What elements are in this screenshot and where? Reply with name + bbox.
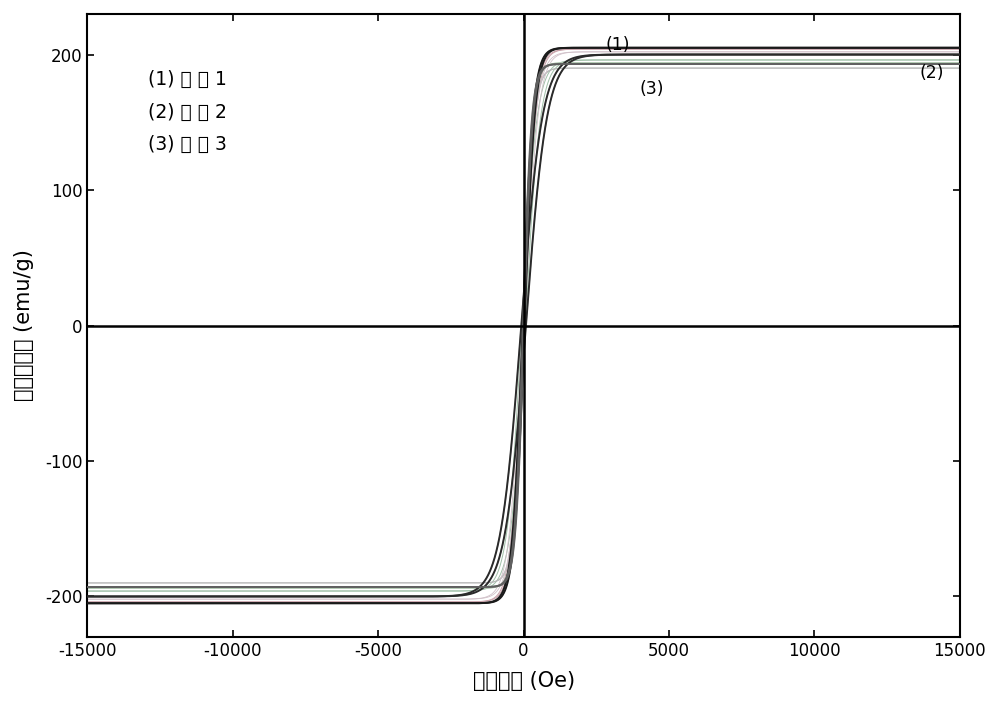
X-axis label: 磁场强度 (Oe): 磁场强度 (Oe)	[473, 671, 575, 691]
Text: (1) 实 例 1
(2) 实 例 2
(3) 实 例 3: (1) 实 例 1 (2) 实 例 2 (3) 实 例 3	[148, 70, 227, 154]
Text: (3): (3)	[640, 80, 664, 98]
Text: (1): (1)	[605, 37, 630, 54]
Text: (2): (2)	[919, 63, 944, 82]
Y-axis label: 磁感应强度 (emu/g): 磁感应强度 (emu/g)	[14, 250, 34, 401]
